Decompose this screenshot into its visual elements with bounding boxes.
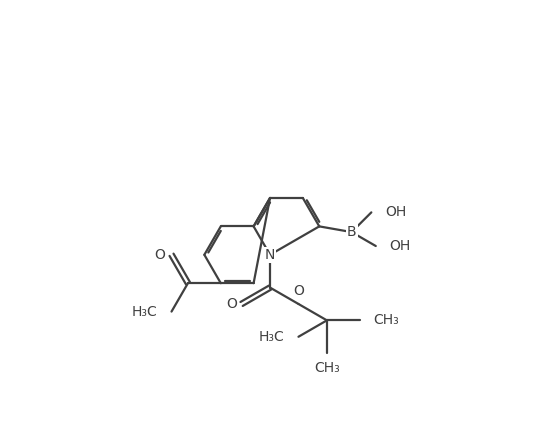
Text: CH₃: CH₃	[374, 313, 400, 327]
Text: N: N	[265, 248, 275, 262]
Text: B: B	[347, 225, 356, 239]
Text: O: O	[155, 248, 166, 262]
Text: H₃C: H₃C	[132, 304, 158, 319]
Text: OH: OH	[385, 205, 406, 220]
Text: OH: OH	[390, 239, 411, 253]
Text: O: O	[293, 284, 304, 298]
Text: O: O	[227, 297, 238, 311]
Text: H₃C: H₃C	[259, 330, 284, 344]
Text: CH₃: CH₃	[314, 361, 340, 375]
